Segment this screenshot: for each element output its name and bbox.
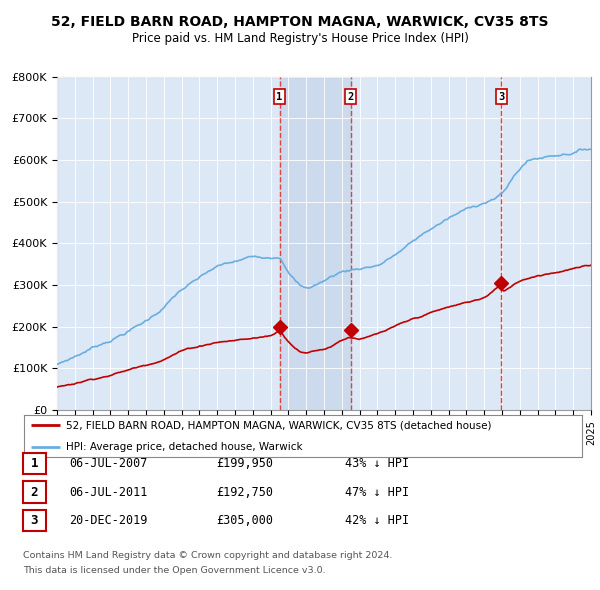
Text: 3: 3 — [499, 91, 505, 101]
Text: Price paid vs. HM Land Registry's House Price Index (HPI): Price paid vs. HM Land Registry's House … — [131, 32, 469, 45]
Text: £199,950: £199,950 — [216, 457, 273, 470]
Text: Contains HM Land Registry data © Crown copyright and database right 2024.: Contains HM Land Registry data © Crown c… — [23, 551, 392, 560]
Text: 20-DEC-2019: 20-DEC-2019 — [69, 514, 148, 527]
Text: 2: 2 — [31, 486, 38, 499]
Text: 06-JUL-2007: 06-JUL-2007 — [69, 457, 148, 470]
Bar — [280, 77, 350, 410]
Text: 47% ↓ HPI: 47% ↓ HPI — [345, 486, 409, 499]
Text: 42% ↓ HPI: 42% ↓ HPI — [345, 514, 409, 527]
Text: 43% ↓ HPI: 43% ↓ HPI — [345, 457, 409, 470]
Text: This data is licensed under the Open Government Licence v3.0.: This data is licensed under the Open Gov… — [23, 566, 325, 575]
Text: HPI: Average price, detached house, Warwick: HPI: Average price, detached house, Warw… — [66, 442, 302, 451]
Text: 52, FIELD BARN ROAD, HAMPTON MAGNA, WARWICK, CV35 8TS: 52, FIELD BARN ROAD, HAMPTON MAGNA, WARW… — [51, 15, 549, 29]
Text: £192,750: £192,750 — [216, 486, 273, 499]
Text: 06-JUL-2011: 06-JUL-2011 — [69, 486, 148, 499]
Text: £305,000: £305,000 — [216, 514, 273, 527]
Text: 1: 1 — [31, 457, 38, 470]
Text: 3: 3 — [31, 514, 38, 527]
Text: 52, FIELD BARN ROAD, HAMPTON MAGNA, WARWICK, CV35 8TS (detached house): 52, FIELD BARN ROAD, HAMPTON MAGNA, WARW… — [66, 421, 491, 430]
Text: 1: 1 — [277, 91, 283, 101]
Text: 2: 2 — [347, 91, 354, 101]
